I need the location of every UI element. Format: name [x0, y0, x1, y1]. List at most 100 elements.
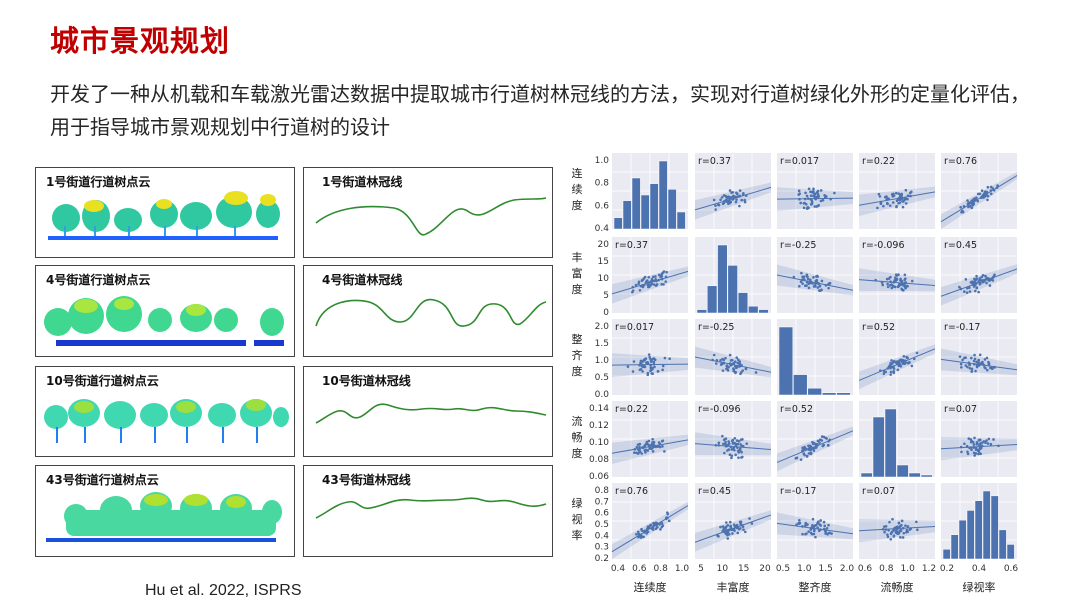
scatter-point	[729, 525, 732, 528]
scatter-point	[996, 184, 999, 187]
scatter-point	[650, 282, 653, 286]
scatter-point	[886, 533, 889, 536]
scatter-point	[895, 274, 899, 277]
scatter-point	[966, 286, 969, 290]
scatter-point	[640, 452, 644, 455]
y-tick-label: 0.2	[595, 554, 609, 564]
y-tick-label: 0.6	[595, 201, 610, 211]
scatter-point	[970, 367, 974, 371]
scatter-point	[804, 191, 807, 195]
scatter-point	[801, 282, 804, 285]
scatter-point	[986, 442, 990, 445]
y-tick-label: 1.0	[595, 156, 610, 166]
regression-line	[776, 274, 854, 291]
scatter-point	[723, 527, 726, 530]
scatter-point	[827, 282, 831, 286]
scatter-point	[885, 277, 889, 281]
scatter-point	[728, 520, 732, 524]
scatter-point	[910, 364, 914, 368]
scatter-point	[664, 280, 668, 283]
scatter-point	[734, 453, 737, 457]
scatter-point	[888, 283, 892, 287]
correlation-label: r=0.76	[615, 486, 648, 497]
scatter-point	[817, 204, 820, 207]
scatter-point	[893, 285, 897, 289]
scatter-point	[905, 528, 909, 532]
scatter-point	[969, 281, 973, 284]
scatter-point	[967, 205, 970, 209]
scatter-point	[879, 202, 883, 206]
scatter-point	[802, 452, 806, 456]
scatter-point	[722, 201, 726, 205]
scatter-point	[898, 194, 902, 198]
histogram-bar	[896, 464, 909, 478]
scatter-point	[964, 364, 968, 367]
scatter-point	[972, 443, 976, 446]
scatter-point	[812, 276, 815, 279]
scatter-point	[733, 442, 737, 445]
regression-line	[611, 270, 689, 295]
scatter-point	[651, 450, 655, 453]
scatter-point	[648, 355, 651, 359]
pointcloud-image	[44, 296, 284, 346]
scatter-point	[738, 360, 742, 363]
scatter-point	[877, 192, 881, 196]
scatter-point	[961, 358, 964, 362]
scatter-point	[802, 206, 806, 210]
scatter-point	[895, 278, 899, 282]
scatter-point	[801, 532, 804, 536]
scatter-point	[799, 201, 802, 205]
scatter-point	[887, 528, 890, 532]
scatter-point	[808, 278, 812, 282]
y-tick-label: 0.6	[595, 509, 610, 519]
scatter-point	[742, 528, 745, 531]
scatter-point	[984, 441, 987, 444]
scatter-point	[726, 530, 730, 534]
correlation-label: r=0.017	[780, 156, 819, 167]
canopy-line-chart	[315, 197, 547, 236]
pointcloud-panel-43: 43号街道行道树点云	[35, 465, 295, 557]
scatter-point	[979, 441, 982, 445]
x-tick-label: 0.6	[858, 564, 873, 574]
scatter-point	[963, 290, 966, 293]
scatter-point	[900, 519, 904, 523]
histogram-bar	[696, 309, 707, 314]
scatter-point	[745, 442, 749, 445]
regression-line	[858, 348, 936, 381]
scatter-point	[819, 199, 823, 203]
scatter-point	[990, 278, 993, 281]
scatter-point	[975, 274, 978, 278]
scatter-point	[816, 286, 820, 289]
scatter-point	[805, 532, 808, 535]
scatter-point	[792, 275, 796, 279]
scatter-point	[815, 278, 819, 282]
scatter-point	[883, 530, 886, 534]
scatter-point	[902, 354, 906, 358]
scatter-point	[886, 285, 890, 289]
regression-line	[611, 363, 689, 366]
scatter-point	[812, 441, 816, 445]
scatter-point	[960, 210, 963, 214]
scatter-point	[809, 531, 813, 535]
scatter-point	[890, 193, 894, 196]
scatter-point	[652, 283, 656, 286]
scatter-point	[732, 367, 735, 370]
scatter-point	[805, 455, 809, 458]
scatter-point	[795, 456, 799, 460]
scatter-point	[969, 440, 973, 444]
scatter-point	[652, 360, 656, 364]
scatter-point	[812, 524, 816, 528]
scatter-point	[969, 438, 972, 441]
x-tick-label: 20	[759, 564, 771, 574]
scatter-point	[976, 442, 979, 446]
scatter-point	[904, 202, 908, 205]
scatter-point	[902, 531, 906, 535]
x-tick-label: 1.0	[901, 564, 916, 574]
scatter-point	[816, 526, 819, 529]
y-tick-label: 5	[603, 291, 609, 301]
scatter-point	[743, 530, 747, 534]
scatter-point	[738, 449, 742, 452]
scatter-point	[720, 196, 724, 199]
scatter-point	[886, 535, 890, 539]
scatter-point	[963, 442, 966, 446]
